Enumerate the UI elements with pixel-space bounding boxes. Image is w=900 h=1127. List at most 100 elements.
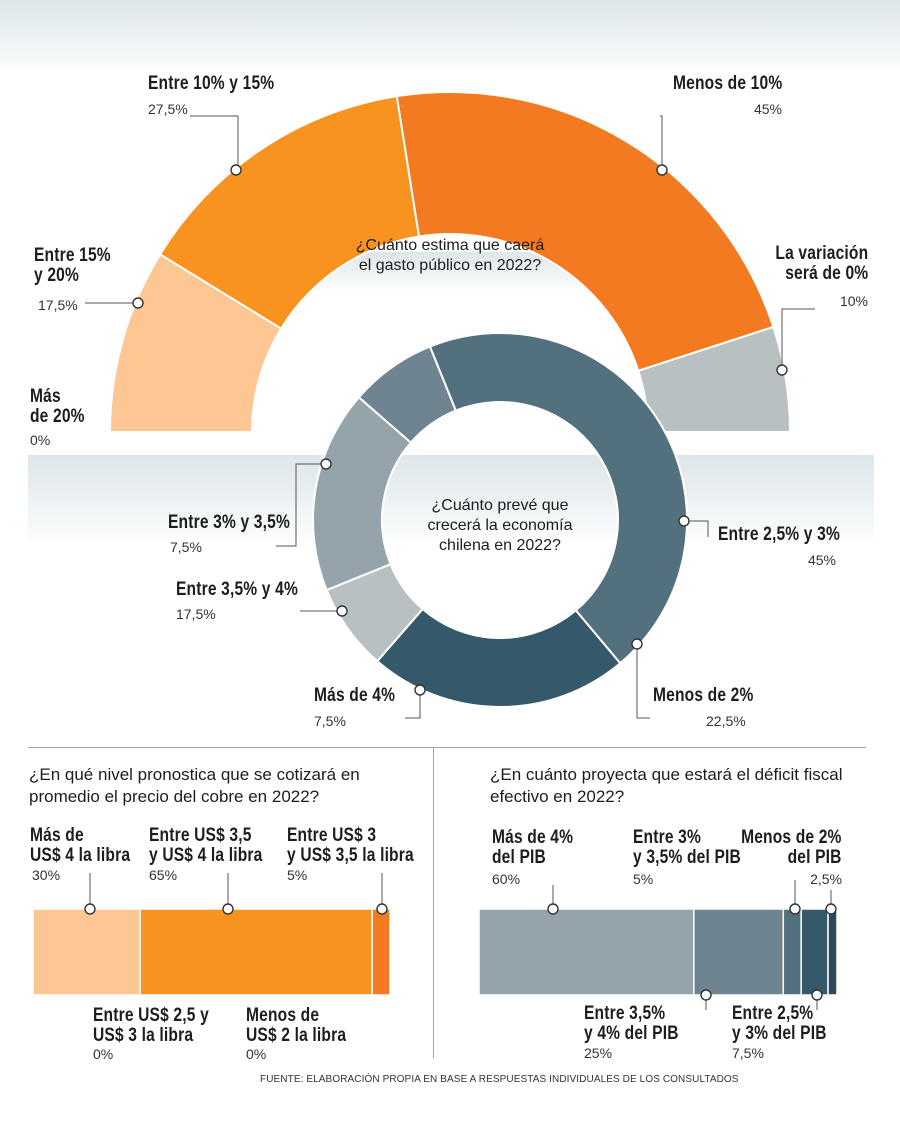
g1-label-mas20-l1: Más [30,386,61,407]
g2-label-men2: Menos de 2% [653,685,754,706]
g3-pct-mas4: 30% [32,867,61,883]
g4-label-e335: Entre 3% y 3,5% del PIB [633,828,741,868]
g1-pct-e1015: 27,5% [148,101,188,117]
mid-band [28,455,874,547]
g4-label-mas4: Más de 4% del PIB [492,828,573,868]
stacked-bar-deficit [478,908,838,996]
chart1-question-line2: el gasto público en 2022? [358,257,542,274]
g2-slice-1 [375,607,622,708]
g2-dot-mas4 [414,684,426,696]
g4-label-e335-l1: Entre 3% [633,827,701,848]
g2-pct-e3540: 17,5% [176,606,216,622]
g1-dot-e1015 [230,164,242,176]
g4-dot-e253 [811,989,823,1001]
g4-pct-e335: 5% [633,871,654,887]
g1-pct-e1520: 17,5% [38,297,78,313]
g4-label-e253: Entre 2,5% y 3% del PIB [732,1004,827,1044]
g3-label-e354-l1: Entre US$ 3,5 [149,825,252,846]
chart3-title-l1: ¿En qué nivel pronostica que se cotizará… [29,765,360,784]
g2-label-e3035: Entre 3% y 3,5% [168,512,290,533]
stacked-bar-cobre [32,908,391,996]
g3-label-e354-l2: y US$ 4 la libra [149,845,263,866]
g3-label-mas4: Más de US$ 4 la libra [30,826,130,866]
g3-label-e335-l2: y US$ 3,5 la libra [287,845,414,866]
g3-label-men2: Menos de US$ 2 la libra [246,1006,346,1046]
chart1-question: ¿Cuánto estima que caerá el gasto públic… [300,236,600,276]
vertical-divider [433,748,434,1058]
g3-label-men2-l1: Menos de [246,1005,320,1026]
g4-bar-3 [800,908,829,996]
chart2-question: ¿Cuánto prevé que crecerá la economía ch… [400,496,600,556]
g2-slice-0 [428,332,688,665]
g2-pct-mas4: 7,5% [314,713,346,729]
g4-dot-men2 [825,903,837,915]
g2-dot-men2 [631,638,643,650]
g2-pct-men2: 22,5% [706,713,746,729]
g3-bar-0 [32,908,141,996]
g1-label-e1520: Entre 15% y 20% [34,246,111,286]
g2-pct-e2530: 45% [807,552,836,568]
g1-label-var0: La variación será de 0% [775,244,868,284]
g3-label-e354: Entre US$ 3,5 y US$ 4 la libra [149,826,262,866]
g2-label-e2530: Entre 2,5% y 3% [718,524,840,545]
g4-label-mas4-l2: del PIB [492,847,546,868]
g1-leader-men10 [660,115,663,170]
g3-label-mas4-l1: Más de [30,825,84,846]
g4-label-men2: Menos de 2% del PIB [741,828,842,868]
source-note: FUENTE: ELABORACIÓN PROPIA EN BASE A RES… [260,1074,739,1085]
horizontal-divider [28,747,866,748]
semicircle-chart-gasto [108,91,792,433]
g4-bar-2 [782,908,802,996]
g2-leader-e2530 [684,520,709,537]
chart2-question-line2: crecerá la economía [427,517,573,534]
g1-label-e1520-l2: y 20% [34,265,79,286]
g4-label-e354: Entre 3,5% y 4% del PIB [584,1004,679,1044]
chart2-question-line3: chilena en 2022? [439,537,561,554]
marker-dots [84,164,837,1001]
g4-bar-0 [478,908,695,996]
chart3-title: ¿En qué nivel pronostica que se cotizará… [29,764,360,808]
g2-dot-e2530 [678,515,690,527]
g1-label-e1520-l1: Entre 15% [34,245,111,266]
g4-bar-4 [827,908,838,996]
g4-label-e253-l2: y 3% del PIB [732,1023,827,1044]
g4-pct-e253: 7,5% [732,1045,764,1061]
g1-label-var0-l1: La variación [775,243,868,264]
g4-bar-1 [693,908,785,996]
g3-dot-e354 [222,903,234,915]
g3-bar-1 [139,908,373,996]
g4-label-men2-l1: Menos de 2% [741,827,842,848]
g4-label-e335-l2: y 3,5% del PIB [633,847,741,868]
g2-dot-e3035 [320,458,332,470]
g2-pct-e3035: 7,5% [170,539,202,555]
donut-chart-economia [312,332,688,708]
g4-label-e253-l1: Entre 2,5% [732,1003,814,1024]
chart4-title-l1: ¿En cuánto proyecta que estará el défici… [490,765,843,784]
g1-dot-men10 [656,164,668,176]
g4-label-e354-l2: y 4% del PIB [584,1023,679,1044]
g4-dot-mas4 [547,903,559,915]
g1-pct-mas20: 0% [30,432,51,448]
g3-label-men2-l2: US$ 2 la libra [246,1025,347,1046]
g3-bar-2 [371,908,391,996]
g2-label-mas4: Más de 4% [314,685,396,706]
chart1-question-line1: ¿Cuánto estima que caerá [355,237,545,254]
g2-leader-mas4 [405,690,421,719]
g3-dot-mas4 [84,903,96,915]
g1-pct-var0: 10% [839,293,868,309]
g1-label-var0-l2: será de 0% [784,263,868,284]
g1-dot-e1520 [132,297,144,309]
g3-label-e253-l2: US$ 3 la libra [93,1025,194,1046]
g3-label-mas4-l2: US$ 4 la libra [30,845,131,866]
g3-pct-men2: 0% [246,1046,267,1062]
chart3-title-l2: promedio el precio del cobre en 2022? [29,787,320,806]
g1-label-mas20-l2: de 20% [30,406,85,427]
g3-pct-e335: 5% [287,867,308,883]
g3-dot-e335 [376,903,388,915]
top-band [0,0,900,72]
g1-dot-var0 [776,364,788,376]
g1-slice-2 [158,95,421,330]
leader-lines [85,115,832,1010]
